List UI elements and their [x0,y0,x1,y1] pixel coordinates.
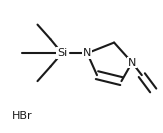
Text: N: N [83,48,91,58]
Text: N: N [128,57,136,68]
Text: Si: Si [57,48,67,58]
Text: HBr: HBr [11,111,32,121]
